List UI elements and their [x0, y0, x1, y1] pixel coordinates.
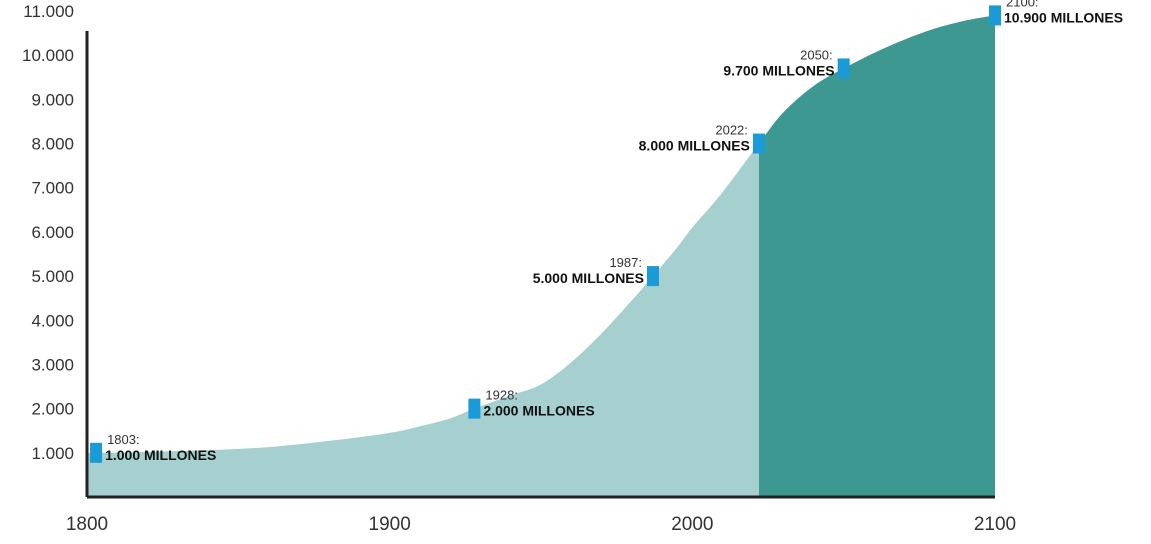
y-tick-label: 11.000 — [23, 2, 74, 21]
y-tick-label: 3.000 — [31, 355, 74, 374]
y-tick-label: 5.000 — [31, 267, 74, 286]
y-tick-label: 6.000 — [31, 223, 74, 242]
y-tick-label: 4.000 — [31, 311, 74, 330]
annotation-year: 2022: — [715, 123, 748, 138]
annotation-value: 10.900 MILLONES — [1004, 9, 1123, 25]
annotation: 1928:2.000 MILLONES — [468, 388, 595, 419]
annotation-value: 2.000 MILLONES — [483, 403, 594, 419]
y-tick-label: 9.000 — [31, 90, 74, 109]
y-tick-label: 8.000 — [31, 135, 74, 154]
y-tick-label: 2.000 — [31, 400, 74, 419]
x-tick-label: 1900 — [369, 514, 411, 535]
projection-area — [758, 15, 995, 497]
historical-area — [87, 143, 759, 497]
annotation-value: 5.000 MILLONES — [533, 270, 644, 286]
data-point-marker — [468, 398, 481, 419]
x-tick-labels: 1800 1900 2000 2100 — [66, 514, 1016, 535]
x-tick-label: 2000 — [671, 514, 713, 535]
annotation-year: 1987: — [609, 255, 642, 270]
annotation: 1803:1.000 MILLONES — [90, 432, 216, 463]
data-point-marker — [646, 266, 659, 287]
annotation-year: 2100: — [1006, 0, 1039, 9]
annotation-value: 1.000 MILLONES — [105, 447, 216, 463]
annotation: 2050:9.700 MILLONES — [723, 47, 850, 79]
y-tick-label: 1.000 — [31, 444, 74, 463]
x-tick-label: 1800 — [66, 514, 108, 535]
data-point-marker — [989, 5, 1001, 26]
x-tick-label: 2100 — [974, 514, 1016, 535]
data-point-marker — [752, 133, 765, 154]
annotation: 1987:5.000 MILLONES — [533, 255, 659, 287]
data-point-marker — [90, 442, 103, 463]
y-tick-labels: 1.000 2.000 3.000 4.000 5.000 6.000 7.000 8.000… — [22, 2, 74, 463]
annotation-value: 9.700 MILLONES — [723, 62, 834, 78]
annotation: 2100:10.900 MILLONES — [989, 0, 1123, 25]
y-tick-label: 7.000 — [31, 179, 74, 198]
annotation-year: 1803: — [107, 432, 140, 447]
annotation-value: 8.000 MILLONES — [639, 138, 750, 154]
data-point-marker — [837, 58, 850, 79]
annotation: 2022:8.000 MILLONES — [639, 123, 765, 154]
annotation-year: 1928: — [485, 388, 518, 403]
annotation-year: 2050: — [800, 47, 833, 62]
y-tick-label: 10.000 — [22, 46, 74, 65]
